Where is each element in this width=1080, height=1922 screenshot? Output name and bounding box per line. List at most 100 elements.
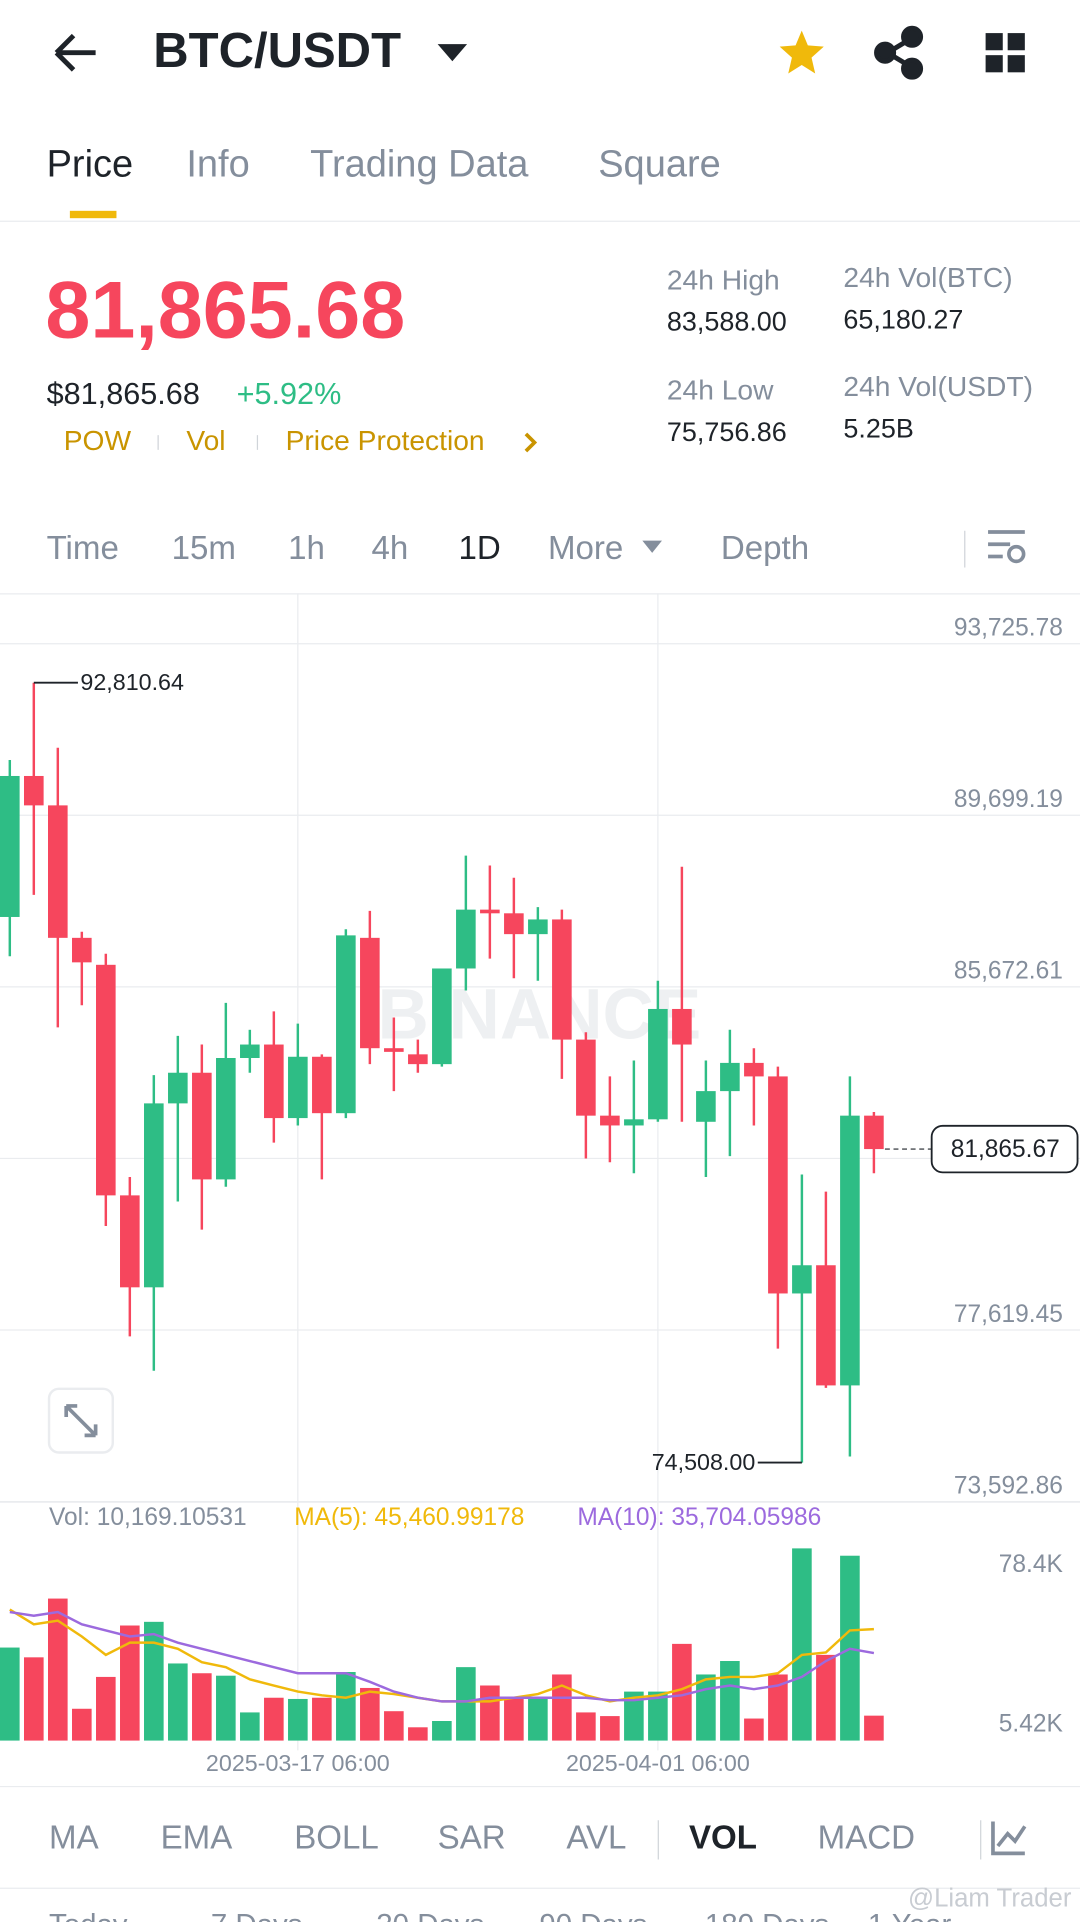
favorite-star[interactable] (779, 30, 824, 74)
chart-settings[interactable] (988, 530, 1026, 564)
tab[interactable]: Trading Data (310, 144, 529, 186)
stat-label: 24h Vol(USDT) (843, 370, 1033, 402)
indicator[interactable]: MACD (818, 1820, 915, 1857)
indicator[interactable]: AVL (566, 1820, 626, 1857)
volume-bar (744, 1718, 764, 1741)
candle-body (480, 909, 500, 914)
interval[interactable]: 15m (172, 530, 236, 567)
candle-body (216, 1058, 236, 1180)
tab[interactable]: Square (598, 144, 721, 186)
interval[interactable]: 1h (288, 530, 325, 567)
interval[interactable]: 4h (371, 530, 408, 567)
volume-bar (480, 1685, 500, 1741)
volume-bar (360, 1687, 380, 1741)
y-tick-label: 77,619.45 (954, 1301, 1063, 1328)
candle-body (96, 964, 116, 1196)
candle-body (240, 1044, 260, 1059)
candle-body (528, 919, 548, 935)
interval[interactable]: More (548, 530, 623, 567)
indicator[interactable]: VOL (689, 1820, 757, 1857)
candle-body (744, 1062, 764, 1077)
volume-bar (336, 1672, 356, 1741)
range[interactable]: 1 Year (868, 1909, 952, 1922)
pair-title[interactable]: BTC/USDT (153, 24, 401, 78)
candle-body (336, 935, 356, 1114)
usd-price: $81,865.68 (47, 377, 200, 411)
volume-tick-label: 5.42K (999, 1710, 1064, 1737)
volume-bar (48, 1598, 68, 1741)
volume-bar (144, 1621, 164, 1741)
grid-menu[interactable] (985, 33, 1025, 73)
volume-bar (504, 1697, 524, 1741)
candle-body (864, 1115, 884, 1150)
range[interactable]: 30 Days (376, 1909, 484, 1922)
volume-bar (576, 1712, 596, 1741)
candle-body (816, 1265, 836, 1386)
volume-bar (600, 1716, 620, 1741)
tag[interactable]: Price Protection (286, 424, 485, 456)
ma10-line (9, 1610, 875, 1703)
low-label: 74,508.00 (652, 1449, 756, 1475)
volume-bar (696, 1674, 716, 1741)
volume-bar (432, 1720, 452, 1741)
volume-bar (816, 1654, 836, 1741)
stat-value: 75,756.86 (667, 417, 787, 447)
y-tick-label: 73,592.86 (954, 1472, 1063, 1499)
volume-bar (216, 1675, 236, 1741)
candle-body (576, 1039, 596, 1116)
y-tick-label: 89,699.19 (954, 786, 1063, 813)
back-button[interactable] (54, 33, 96, 72)
candle-body (600, 1115, 620, 1126)
volume-bar (288, 1698, 308, 1741)
volume-bar (624, 1691, 644, 1741)
tab[interactable]: Info (186, 144, 249, 186)
high-label: 92,810.64 (80, 669, 184, 695)
change: +5.92% (237, 377, 342, 411)
candle-body (552, 919, 572, 1040)
candle-body (384, 1048, 404, 1052)
candle-body (312, 1056, 332, 1114)
indicator[interactable]: SAR (438, 1820, 506, 1857)
tab-indicator (69, 210, 117, 219)
volume-bar (264, 1697, 284, 1741)
range[interactable]: 90 Days (539, 1909, 647, 1922)
indicator[interactable]: BOLL (294, 1820, 379, 1857)
candle-body (408, 1054, 428, 1065)
y-tick-label: 85,672.61 (954, 958, 1063, 985)
range[interactable]: Today (49, 1909, 128, 1922)
tab[interactable]: Price (47, 144, 134, 186)
indicator[interactable]: MA (49, 1820, 99, 1857)
volume-bar (96, 1676, 116, 1741)
indicator[interactable]: EMA (161, 1820, 233, 1857)
last-price-label: 81,865.67 (951, 1136, 1060, 1163)
pair-dropdown[interactable] (437, 44, 468, 62)
volume-bar (552, 1674, 572, 1741)
interval[interactable]: Time (47, 530, 119, 567)
candle-body (768, 1076, 788, 1294)
interval[interactable]: 1D (458, 530, 500, 567)
share-button[interactable] (874, 25, 924, 80)
candle-body (840, 1115, 860, 1386)
indicator-settings[interactable] (991, 1821, 1027, 1856)
volume-bar (456, 1667, 476, 1741)
interval[interactable]: Depth (721, 530, 809, 567)
last-price-box (930, 1124, 1079, 1174)
candle-body (792, 1265, 812, 1294)
stat-value: 65,180.27 (843, 304, 963, 334)
candle-body (192, 1072, 212, 1180)
volume-bar (408, 1727, 428, 1741)
tag[interactable]: POW (64, 424, 132, 456)
candle-body (0, 775, 20, 917)
candle-body (24, 775, 44, 806)
volume-bar (72, 1708, 92, 1741)
range[interactable]: 180 Days (705, 1909, 829, 1922)
ma10-legend: MA(10): 35,704.05986 (577, 1504, 821, 1531)
candle-body (168, 1072, 188, 1104)
last-price: 81,865.68 (45, 266, 405, 356)
candle-body (360, 937, 380, 1049)
volume-tick-label: 78.4K (999, 1551, 1064, 1578)
range[interactable]: 7 Days (211, 1909, 303, 1922)
tag[interactable]: Vol (186, 424, 225, 456)
stat-label: 24h Low (667, 374, 774, 406)
